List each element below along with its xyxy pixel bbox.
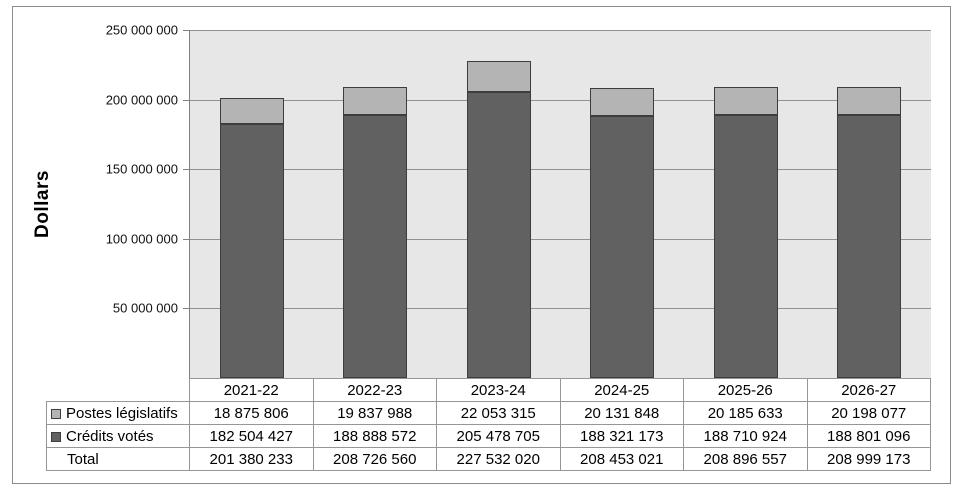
x-category-label: 2024-25: [559, 378, 684, 402]
total-value-cell: 227 532 020: [436, 447, 561, 471]
bar-segment-postes-legislatifs: [590, 88, 655, 116]
bar-segment-postes-legislatifs: [219, 98, 284, 124]
table-series-row: Crédits votés 182 504 427 188 888 572 205 4…: [46, 424, 931, 448]
bar-segment-credits-votes: [466, 92, 531, 378]
x-category-label: 2021-22: [189, 378, 314, 402]
series-value-cell: 20 185 633: [683, 401, 808, 425]
series-label-cell: Crédits votés: [46, 424, 190, 448]
table-corner-cell: [47, 379, 190, 402]
series-value-cell: 182 504 427: [189, 424, 314, 448]
series-value-cell: 20 131 848: [559, 401, 684, 425]
total-value-cell: 208 999 173: [806, 447, 931, 471]
series-value-cell: 18 875 806: [189, 401, 314, 425]
bar-segment-postes-legislatifs: [466, 61, 531, 92]
y-gridline: [190, 169, 931, 170]
plot-area: [189, 30, 931, 379]
bar-segment-postes-legislatifs: [343, 87, 408, 115]
y-tick-mark: [183, 30, 189, 31]
y-tick-label: 100 000 000: [105, 231, 178, 247]
bar-segment-postes-legislatifs: [837, 87, 902, 115]
bar-segment-credits-votes: [590, 116, 655, 378]
y-tick-label: 250 000 000: [105, 22, 178, 38]
y-tick-label: 200 000 000: [105, 92, 178, 108]
series-value-cell: 19 837 988: [312, 401, 437, 425]
series-value-cell: 22 053 315: [436, 401, 561, 425]
total-value-cell: 208 896 557: [683, 447, 808, 471]
data-table: 2021-22 2022-23 2023-24 2024-25 2025-26 2026-…: [46, 378, 931, 471]
x-category-label: 2023-24: [436, 378, 561, 402]
series-label: Crédits votés: [66, 427, 154, 445]
series-label: Postes législatifs: [66, 404, 178, 422]
total-label-cell: Total: [46, 447, 190, 471]
series-label-cell: Postes législatifs: [46, 401, 190, 425]
series-value-cell: 188 321 173: [559, 424, 684, 448]
y-tick-label: 150 000 000: [105, 161, 178, 177]
total-value-cell: 201 380 233: [189, 447, 314, 471]
series-value-cell: 205 478 705: [436, 424, 561, 448]
series-value-cell: 188 888 572: [312, 424, 437, 448]
total-value-cell: 208 726 560: [312, 447, 437, 471]
legend-swatch-icon: [51, 408, 61, 419]
x-category-label: 2022-23: [312, 378, 437, 402]
y-gridline: [190, 100, 931, 101]
y-tick-label: 50 000 000: [112, 300, 178, 316]
table-header-row: 2021-22 2022-23 2023-24 2024-25 2025-26 2026-…: [47, 378, 931, 402]
y-gridline: [190, 239, 931, 240]
total-value-cell: 208 453 021: [559, 447, 684, 471]
series-value-cell: 20 198 077: [806, 401, 931, 425]
bar-segment-postes-legislatifs: [713, 87, 778, 115]
table-total-row: Total 201 380 233 208 726 560 227 532 020 20…: [46, 447, 931, 471]
table-series-row: Postes législatifs 18 875 806 19 837 988 22…: [46, 401, 931, 425]
x-category-label: 2025-26: [683, 378, 808, 402]
y-tick-mark: [183, 308, 189, 309]
chart-frame: Dollars 250 000 000 200 000 000 150 000 00…: [12, 6, 951, 484]
series-value-cell: 188 801 096: [806, 424, 931, 448]
x-category-label: 2026-27: [806, 378, 931, 402]
bar-segment-credits-votes: [837, 115, 902, 378]
legend-swatch-icon: [51, 431, 61, 442]
y-gridline: [190, 308, 931, 309]
y-tick-mark: [183, 100, 189, 101]
bar-segment-credits-votes: [219, 124, 284, 378]
series-value-cell: 188 710 924: [683, 424, 808, 448]
y-axis-title: Dollars: [32, 170, 53, 238]
bar-segment-credits-votes: [343, 115, 408, 378]
bar-segment-credits-votes: [713, 115, 778, 378]
y-tick-mark: [183, 169, 189, 170]
y-gridline: [190, 30, 931, 31]
y-tick-mark: [183, 239, 189, 240]
